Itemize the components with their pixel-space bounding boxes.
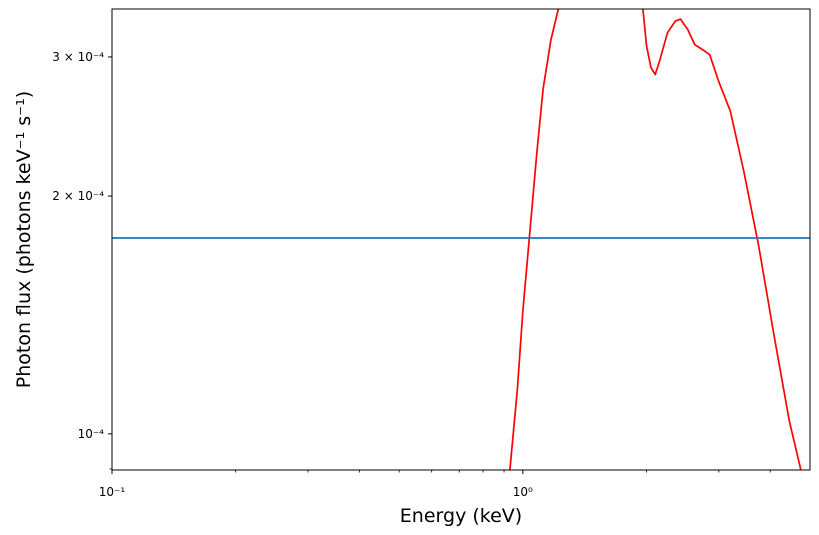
series-0-line (509, 9, 560, 470)
y-axis-label: Photon flux (photons keV⁻¹ s⁻¹) (13, 91, 35, 388)
x-axis-label: Energy (keV) (400, 505, 522, 527)
x-tick-label: 10⁻¹ (99, 485, 126, 499)
y-tick-label: 2 × 10⁻⁴ (52, 189, 104, 203)
axis-ticks: 10⁻¹ 10⁰ 10⁻⁴ 2 × 10⁻⁴ 3 × 10⁻⁴ (52, 50, 771, 499)
y-tick-label: 10⁻⁴ (78, 427, 105, 441)
series-0-line (642, 9, 802, 470)
plot-series (112, 9, 810, 470)
x-tick-label: 10⁰ (513, 485, 533, 499)
plot-frame (111, 8, 811, 471)
y-tick-label: 3 × 10⁻⁴ (52, 50, 104, 64)
